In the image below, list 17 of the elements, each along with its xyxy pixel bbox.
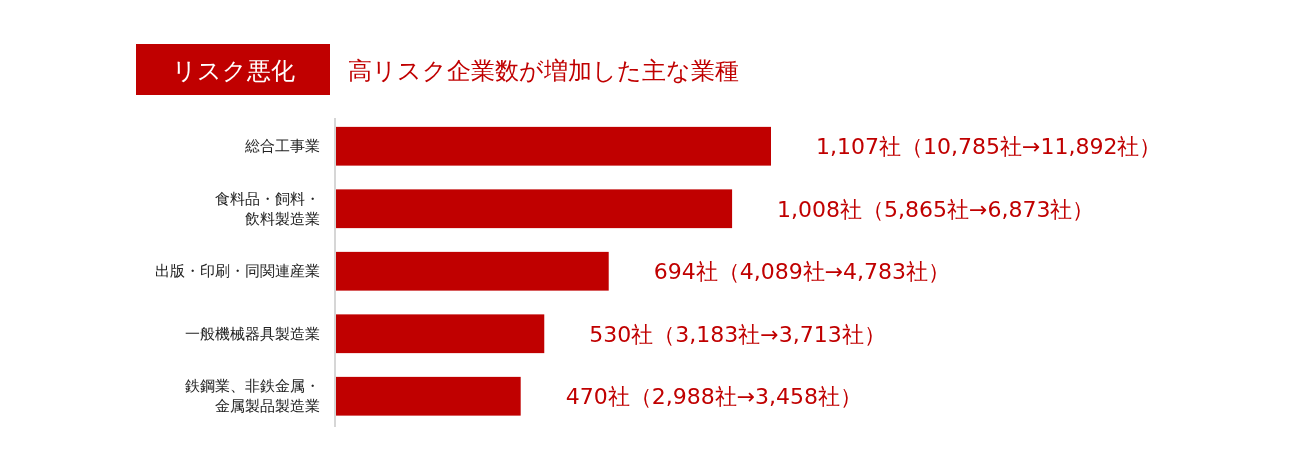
bar — [336, 251, 609, 291]
y-tick-label: 一般機械器具製造業 — [185, 324, 320, 343]
data-label: 470社（2,988社→3,458社） — [565, 384, 863, 410]
chart-title: リスク悪化 — [171, 57, 295, 85]
data-label: 1,107社（10,785社→11,892社） — [816, 134, 1162, 160]
bar — [336, 376, 521, 416]
bar — [336, 314, 545, 354]
data-label: 694社（4,089社→4,783社） — [653, 259, 951, 285]
y-tick-label: 食料品・飼料・飲料製造業 — [215, 189, 320, 228]
data-label: 1,008社（5,865社→6,873社） — [777, 196, 1095, 222]
y-tick-label: 鉄鋼業、非鉄金属・金属製品製造業 — [185, 377, 320, 416]
y-tick-label: 総合工事業 — [244, 137, 320, 156]
data-label: 530社（3,183社→3,713社） — [589, 321, 886, 347]
bar — [336, 126, 771, 166]
chart-subtitle: 高リスク企業数が増加した主な業種 — [348, 57, 739, 85]
y-tick-label: 出版・印刷・同関連産業 — [155, 262, 320, 281]
bar — [336, 189, 733, 229]
